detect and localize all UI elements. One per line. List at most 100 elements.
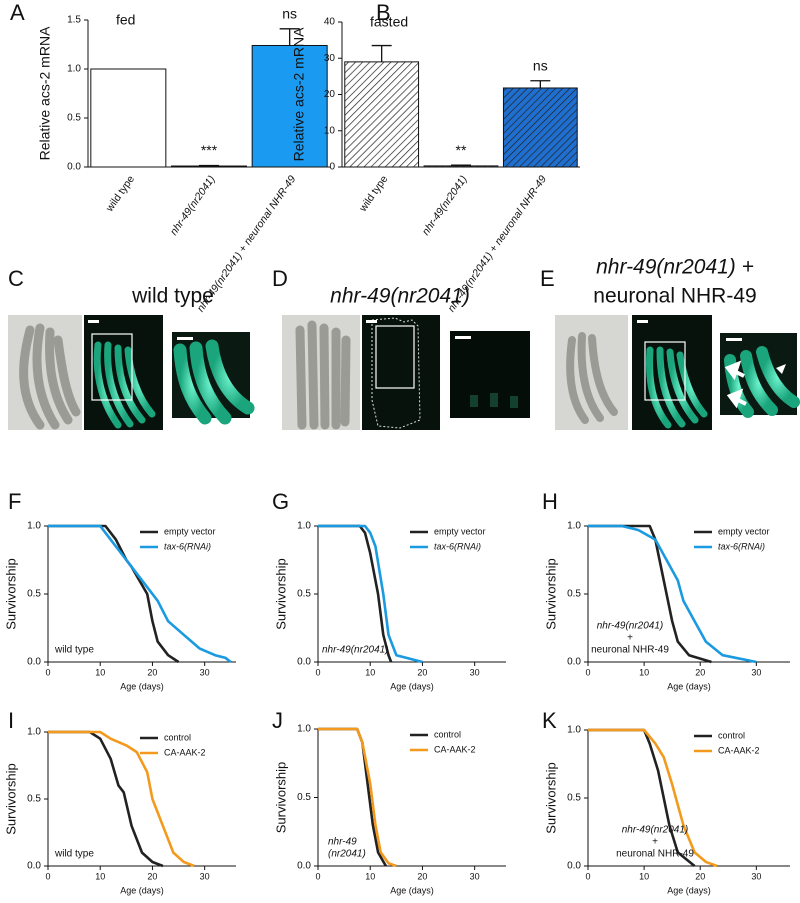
- panel-title: nhr-49(nr2041) +: [596, 256, 754, 279]
- curve-annotation: (nr2041): [328, 849, 366, 860]
- scale-bar: [88, 320, 99, 323]
- x-tick-label: nhr-49(nr2041): [420, 173, 470, 237]
- gut-signal: [646, 346, 708, 429]
- y-tick-label: 40: [324, 17, 336, 28]
- curve-annotation: +: [627, 633, 633, 644]
- survival-curve: [588, 524, 757, 664]
- panel-letter: K: [542, 708, 557, 733]
- panel-letter: A: [10, 0, 25, 25]
- x-tick-label: 30: [751, 871, 761, 881]
- curve-annotation: nhr-49(nr2041): [622, 825, 689, 836]
- legend-label: tax-6(RNAi): [164, 541, 211, 551]
- y-axis-label: Survivorship: [3, 763, 18, 835]
- worms: [566, 332, 618, 424]
- fluorescence: [362, 315, 440, 430]
- x-tick-label: 20: [147, 871, 157, 881]
- gut-signal: [93, 341, 156, 429]
- y-tick-label: 0.0: [297, 657, 311, 668]
- bar: [251, 44, 328, 168]
- survival-curve: [588, 728, 718, 868]
- scale-bar: [455, 336, 471, 339]
- y-tick-label: 30: [324, 53, 336, 64]
- x-tick-label: 10: [365, 667, 375, 677]
- panel-title: nhr-49(nr2041): [330, 285, 470, 308]
- x-tick-label: 20: [417, 871, 427, 881]
- y-tick-label: 0: [329, 162, 335, 173]
- panel-letter: E: [540, 266, 555, 291]
- y-tick-label: 20: [324, 89, 336, 100]
- survival-curve: [588, 524, 712, 664]
- x-tick-label: wild type: [103, 173, 137, 214]
- bar: [344, 61, 420, 168]
- legend-label: control: [164, 732, 191, 742]
- y-tick-label: 1.0: [297, 724, 311, 735]
- panel-letter: C: [8, 266, 24, 291]
- x-axis-label: Age (days): [667, 681, 711, 691]
- y-tick-label: 0.0: [297, 861, 311, 872]
- y-tick-label: 0.5: [297, 792, 311, 803]
- x-tick-label: 30: [470, 871, 480, 881]
- x-tick-label: 30: [751, 667, 761, 677]
- y-tick-label: 1.0: [297, 521, 311, 532]
- bar: [502, 87, 578, 168]
- x-tick-label: 0: [585, 871, 590, 881]
- curve-annotation: +: [652, 837, 658, 848]
- legend-label: empty vector: [718, 526, 770, 536]
- legend-label: control: [434, 729, 461, 739]
- zoom-box: [644, 341, 686, 401]
- legend-label: empty vector: [164, 526, 216, 536]
- x-axis-label: Age (days): [120, 681, 164, 691]
- panel-letter: J: [272, 708, 283, 733]
- arrowhead: [776, 364, 786, 374]
- x-tick-label: 10: [95, 871, 105, 881]
- y-axis-label: Survivorship: [543, 762, 558, 834]
- x-tick-label: 20: [695, 871, 705, 881]
- worms: [295, 320, 351, 430]
- x-tick-label: 20: [695, 667, 705, 677]
- y-tick-label: 0.5: [567, 589, 581, 600]
- x-tick-label: 20: [147, 667, 157, 677]
- x-axis-label: Age (days): [120, 885, 164, 895]
- legend-label: empty vector: [434, 526, 486, 536]
- significance: ns: [282, 6, 297, 22]
- survival-curve: [48, 730, 164, 868]
- zoom-signal: [470, 393, 518, 408]
- scale-bar: [366, 320, 377, 323]
- survival-curve: [48, 730, 195, 868]
- x-tick-label: 0: [315, 871, 320, 881]
- legend-label: control: [718, 730, 745, 740]
- x-tick-label: 10: [365, 871, 375, 881]
- y-tick-label: 0.0: [67, 162, 81, 173]
- x-tick-label: 0: [585, 667, 590, 677]
- x-tick-label: nhr-49(nr2041) + neuronal NHR-49: [445, 173, 549, 314]
- worms: [19, 323, 81, 430]
- y-tick-label: 0.0: [567, 861, 581, 872]
- zoom-box: [375, 325, 415, 389]
- y-tick-label: 1.0: [27, 521, 41, 532]
- arrows: [724, 360, 747, 409]
- x-tick-label: 10: [639, 667, 649, 677]
- y-tick-label: 1.0: [27, 727, 41, 738]
- zoom-box: [91, 333, 133, 401]
- panel-title: wild type: [131, 285, 214, 308]
- x-axis-label: Age (days): [667, 885, 711, 895]
- curve-annotation: nhr-49: [328, 837, 357, 848]
- x-axis-label: Age (days): [390, 885, 434, 895]
- y-axis-label: Survivorship: [273, 558, 288, 630]
- x-axis-label: Age (days): [390, 681, 434, 691]
- curve-annotation: nhr-49(nr2041): [597, 621, 664, 632]
- y-tick-label: 0.0: [27, 861, 41, 872]
- panel-letter: D: [272, 266, 288, 291]
- y-axis-label: Survivorship: [543, 558, 558, 630]
- y-axis-label: Relative acs-2 mRNA: [291, 27, 307, 161]
- x-tick-label: 0: [45, 871, 50, 881]
- x-tick-label: nhr-49(nr2041): [168, 173, 218, 237]
- significance: **: [456, 142, 467, 158]
- y-tick-label: 1.5: [67, 15, 81, 26]
- significance: ns: [533, 57, 548, 73]
- curve-annotation: wild type: [54, 849, 94, 860]
- y-tick-label: 1.0: [567, 521, 581, 532]
- x-tick-label: wild type: [357, 173, 391, 214]
- image-e: [555, 315, 800, 430]
- y-tick-label: 0.5: [27, 589, 41, 600]
